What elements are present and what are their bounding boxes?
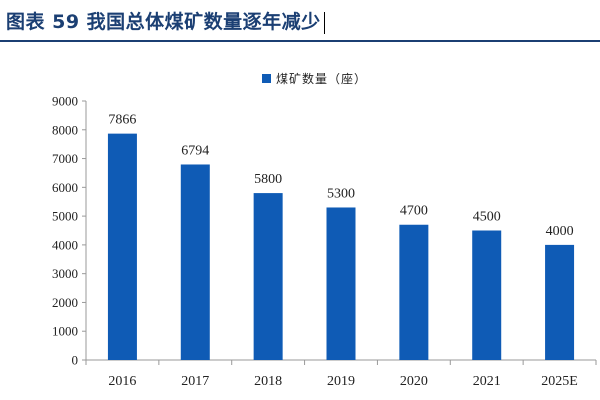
y-tick-label: 8000 [52, 122, 78, 137]
data-label: 5300 [327, 186, 355, 201]
title-divider [0, 40, 600, 42]
bar [399, 224, 429, 360]
data-label: 6794 [181, 143, 209, 158]
bar [107, 133, 137, 360]
bar [326, 207, 356, 360]
chart-legend: 煤矿数量（座） [262, 70, 367, 87]
x-tick-label: 2025E [541, 374, 578, 389]
y-tick-label: 2000 [52, 295, 78, 310]
data-label: 4700 [400, 204, 428, 219]
legend-swatch [262, 74, 271, 83]
text-cursor [323, 11, 325, 34]
x-tick-label: 2019 [327, 374, 355, 389]
y-tick-label: 7000 [52, 151, 78, 166]
figure-title-text: 图表 59 我国总体煤矿数量逐年减少 [6, 11, 321, 33]
data-label: 5800 [254, 172, 282, 187]
bar [545, 244, 575, 360]
title-bar: 图表 59 我国总体煤矿数量逐年减少 [0, 0, 600, 40]
data-label: 4000 [546, 224, 574, 239]
y-tick-label: 9000 [52, 94, 78, 109]
figure-title: 图表 59 我国总体煤矿数量逐年减少 [6, 7, 325, 34]
data-label: 4500 [473, 210, 501, 225]
y-tick-label: 0 [72, 353, 79, 368]
x-tick-label: 2017 [181, 374, 209, 389]
y-tick-label: 3000 [52, 266, 78, 281]
bar [253, 193, 283, 360]
bar [472, 230, 502, 360]
legend-label: 煤矿数量（座） [276, 72, 368, 86]
bar [180, 164, 210, 360]
x-tick-label: 2020 [400, 374, 428, 389]
x-tick-label: 2018 [254, 374, 282, 389]
y-tick-label: 6000 [52, 180, 78, 195]
y-tick-label: 4000 [52, 237, 78, 252]
y-tick-label: 1000 [52, 324, 78, 339]
data-label: 7866 [108, 113, 136, 128]
y-tick-label: 5000 [52, 209, 78, 224]
x-tick-label: 2021 [473, 374, 501, 389]
x-tick-label: 2016 [108, 374, 136, 389]
